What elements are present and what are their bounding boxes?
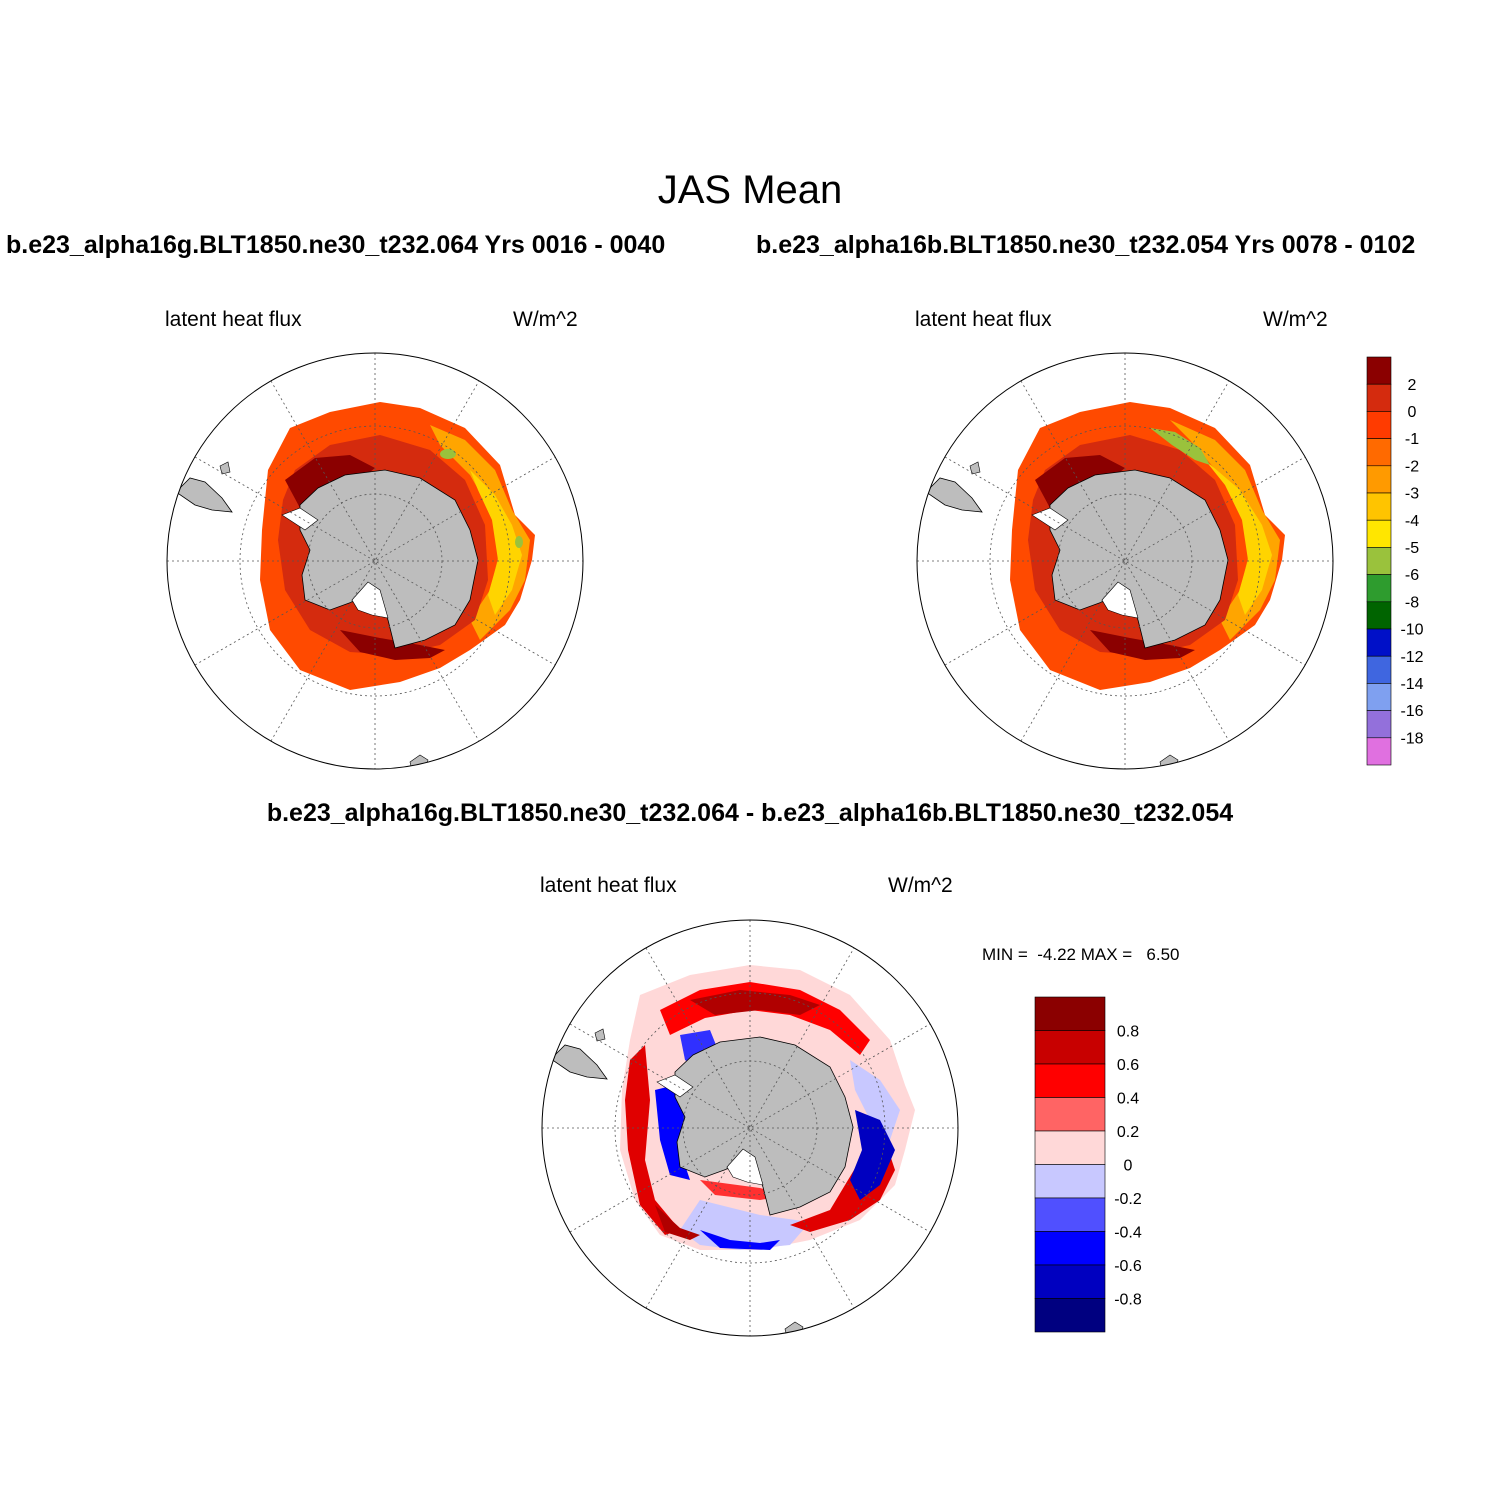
colorbar-main-label: 0 xyxy=(1408,404,1417,421)
panel-2-variable-label: latent heat flux xyxy=(915,308,1052,331)
diff-blue-east xyxy=(850,1110,895,1200)
flux-green-patch xyxy=(515,536,523,548)
colorbar-main-label: -1 xyxy=(1405,431,1419,448)
panel-1-case-title: b.e23_alpha16g.BLT1850.ne30_t232.064 Yrs… xyxy=(6,231,666,259)
colorbar-main-swatch xyxy=(1366,601,1392,630)
diff-blue-south xyxy=(700,1230,780,1250)
island xyxy=(594,1028,606,1042)
colorbar-main-swatch xyxy=(1366,438,1392,467)
colorbar-main-label: 2 xyxy=(1408,377,1417,394)
polar-map-difference xyxy=(542,920,958,1336)
polar-map-3-border xyxy=(541,919,959,1337)
colorbar-main-label: -10 xyxy=(1400,622,1423,639)
colorbar-main-swatch xyxy=(1366,628,1392,657)
colorbar-main-label: -18 xyxy=(1400,730,1423,747)
colorbar-diff-swatch xyxy=(1034,996,1106,1031)
south-america-land xyxy=(925,477,983,513)
colorbar-diff-label: -0.4 xyxy=(1114,1224,1142,1241)
colorbar-main-label: -14 xyxy=(1400,676,1423,693)
polar-map-panel-1 xyxy=(167,353,583,769)
south-america-land xyxy=(175,477,233,513)
polar-map-panel-2 xyxy=(917,353,1333,769)
colorbar-diff-swatch xyxy=(1034,1063,1106,1098)
ice-shelf-ross xyxy=(1101,581,1139,619)
colorbar-main-label: -5 xyxy=(1405,540,1419,557)
flux-hotspot-ross xyxy=(1090,630,1195,660)
colorbar-diff-swatch xyxy=(1034,1164,1106,1199)
panel-2-units-label: W/m^2 xyxy=(1263,308,1328,331)
flux-green-patch xyxy=(1150,428,1210,465)
ice-shelf-ross xyxy=(351,581,389,619)
colorbar-diff-label: 0.2 xyxy=(1117,1124,1139,1141)
panel-1-variable-label: latent heat flux xyxy=(165,308,302,331)
colorbar-diff-label: 0.4 xyxy=(1117,1090,1139,1107)
colorbar-diff-label: 0 xyxy=(1124,1157,1133,1174)
colorbar-main-swatch xyxy=(1366,465,1392,494)
antarctica-land xyxy=(1049,469,1229,649)
ice-shelf-weddell xyxy=(1031,507,1069,531)
figure-title: JAS Mean xyxy=(657,168,843,212)
island xyxy=(969,461,981,475)
diff-red-west xyxy=(625,1045,680,1235)
diff-variable-label: latent heat flux xyxy=(540,874,677,897)
colorbar-main-label: -16 xyxy=(1400,703,1423,720)
colorbar-diff-swatch xyxy=(1034,1231,1106,1266)
panel-2-case-title: b.e23_alpha16b.BLT1850.ne30_t232.054 Yrs… xyxy=(756,231,1416,259)
ice-shelf-ross xyxy=(726,1148,764,1186)
ice-shelf-weddell xyxy=(656,1074,694,1098)
colorbar-main-label: -2 xyxy=(1405,458,1419,475)
flux-green-patch xyxy=(440,449,456,459)
antarctica-land xyxy=(674,1036,854,1216)
colorbar-main-swatch xyxy=(1366,519,1392,548)
colorbar-main: 2 0 -1 -2 -3 -4 -5 -6 -8 -10 -12 -14 -16 -18 xyxy=(1366,356,1424,766)
diff-dark-red-sw xyxy=(655,1205,700,1240)
colorbar-main-swatch xyxy=(1366,411,1392,439)
colorbar-main-swatch xyxy=(1366,574,1392,603)
colorbar-diff-label: -0.2 xyxy=(1114,1191,1142,1208)
colorbar-diff-swatch xyxy=(1034,1030,1106,1065)
south-america-land xyxy=(550,1044,608,1080)
colorbar-main-label: -8 xyxy=(1405,594,1419,611)
colorbar-diff-swatch xyxy=(1034,1097,1106,1132)
colorbar-main-label: -12 xyxy=(1400,649,1423,666)
polar-map-1-border xyxy=(166,352,584,770)
antarctica-land xyxy=(299,469,479,649)
colorbar-diff-swatch xyxy=(1034,1197,1106,1232)
panel-1-units-label: W/m^2 xyxy=(513,308,578,331)
difference-title: b.e23_alpha16g.BLT1850.ne30_t232.064 - b… xyxy=(266,799,1234,827)
colorbar-main-swatch xyxy=(1366,683,1392,711)
diff-minmax-label: MIN = -4.22 MAX = 6.50 xyxy=(982,945,1180,964)
colorbar-diff-label: 0.6 xyxy=(1117,1057,1139,1074)
colorbar-diff-label: 0.8 xyxy=(1117,1023,1139,1040)
colorbar-main-swatch xyxy=(1366,655,1392,684)
diff-light-blue xyxy=(850,1060,900,1140)
colorbar-main-swatch xyxy=(1366,737,1392,766)
colorbar-main-swatch xyxy=(1366,710,1392,739)
colorbar-main-swatch xyxy=(1366,492,1392,521)
ice-shelf-weddell xyxy=(281,507,319,531)
colorbar-main-swatch xyxy=(1366,383,1392,412)
colorbar-main-label: -3 xyxy=(1405,486,1419,503)
diff-dark-red-arc xyxy=(690,990,820,1015)
island xyxy=(219,461,231,475)
polar-map-2-border xyxy=(916,352,1334,770)
colorbar-difference: 0.8 0.6 0.4 0.2 0 -0.2 -0.4 -0.6 -0.8 xyxy=(1034,996,1142,1333)
colorbar-diff-label: -0.8 xyxy=(1114,1291,1142,1308)
colorbar-diff-swatch xyxy=(1034,1264,1106,1299)
flux-yellow-band xyxy=(1205,460,1272,615)
colorbar-diff-swatch xyxy=(1034,1298,1106,1333)
colorbar-diff-swatch xyxy=(1034,1130,1106,1165)
diff-units-label: W/m^2 xyxy=(888,874,953,897)
colorbar-main-swatch xyxy=(1366,547,1392,575)
flux-yellow-band xyxy=(470,470,522,615)
colorbar-main-label: -6 xyxy=(1405,567,1419,584)
colorbar-main-swatch xyxy=(1366,356,1392,385)
colorbar-diff-label: -0.6 xyxy=(1114,1258,1142,1275)
colorbar-main-label: -4 xyxy=(1405,513,1419,530)
flux-hotspot-ross xyxy=(340,630,445,660)
